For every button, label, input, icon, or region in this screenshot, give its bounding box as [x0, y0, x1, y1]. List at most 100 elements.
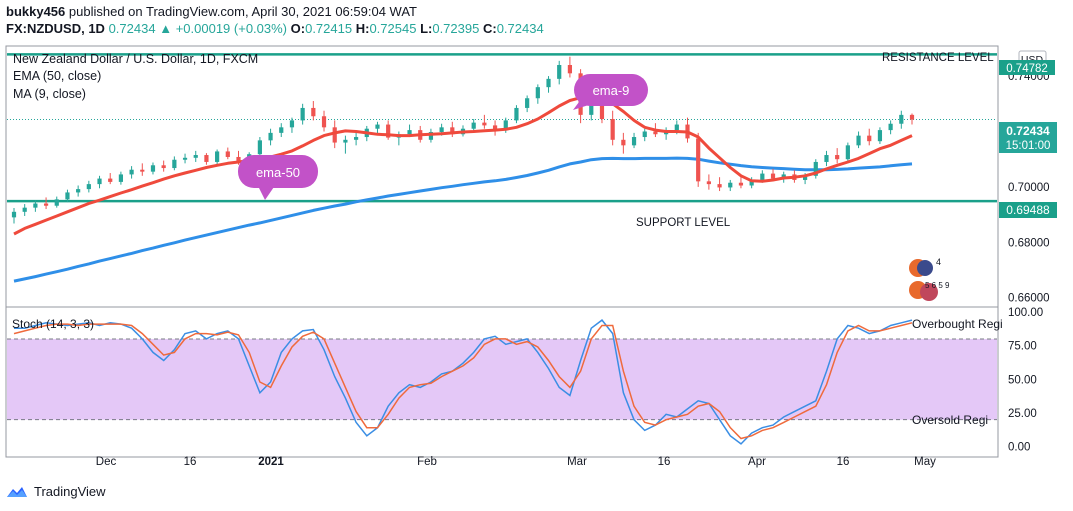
candle-body — [118, 174, 124, 182]
candle — [65, 189, 70, 203]
candle-body — [182, 157, 188, 160]
candle-body — [86, 184, 91, 190]
ma-legend[interactable]: MA (9, close) — [13, 87, 86, 101]
candle-body — [108, 178, 113, 182]
candle-body — [482, 122, 487, 126]
candle — [696, 132, 701, 187]
candle — [321, 110, 327, 132]
candle-body — [706, 181, 711, 185]
candle-body — [257, 140, 262, 155]
close-value: 0.72434 — [496, 21, 544, 36]
candle — [76, 185, 81, 197]
candle — [182, 153, 188, 164]
candle-body — [439, 127, 444, 133]
stoch-tick-label: 75.00 — [1008, 341, 1037, 353]
tradingview-logo[interactable]: TradingView — [6, 484, 106, 499]
tradingview-logo-icon — [7, 486, 27, 497]
candle-body — [407, 130, 412, 135]
candle-body — [557, 65, 562, 79]
candle-body — [514, 107, 519, 121]
ohlc-line: FX:NZDUSD, 1D 0.72434 ▲ +0.00019 (+0.03%… — [6, 21, 544, 36]
candle-body — [129, 169, 134, 175]
chart-title: New Zealand Dollar / U.S. Dollar, 1D, FX… — [13, 52, 258, 66]
resistance-label: RESISTANCE LEVEL — [882, 52, 994, 64]
stoch-d-line — [13, 322, 913, 440]
candle-body — [428, 132, 434, 140]
time-tick-label: 2021 — [258, 456, 284, 468]
stoch-tick-label: 100.00 — [1008, 307, 1043, 319]
candle — [856, 131, 861, 149]
candle-body — [824, 155, 829, 162]
stoch-title[interactable]: Stoch (14, 3, 3) — [12, 317, 94, 331]
candle-body — [674, 124, 679, 131]
candle — [567, 56, 573, 78]
time-tick-label: 16 — [184, 456, 197, 468]
ema9-bubble: ema-9 — [573, 74, 648, 110]
candle-body — [204, 155, 209, 162]
candle — [86, 180, 91, 193]
author[interactable]: bukky456 — [6, 4, 66, 19]
candle-body — [856, 135, 861, 146]
candle — [118, 171, 124, 185]
ema50-layer — [13, 156, 913, 283]
candle — [610, 110, 615, 146]
candle — [311, 101, 316, 121]
candle-body — [899, 114, 904, 124]
candle-body — [567, 65, 573, 74]
price-tick-label: 0.70000 — [1008, 182, 1050, 194]
price-tick-label: 0.68000 — [1008, 237, 1050, 249]
flag-count: 4 — [936, 257, 941, 267]
close-label: C: — [482, 21, 497, 36]
candle — [525, 95, 530, 113]
candle-body — [343, 139, 348, 143]
stoch-tick-label: 25.00 — [1008, 408, 1037, 420]
candle — [664, 127, 669, 140]
change: +0.00019 (+0.03%) — [175, 21, 288, 36]
candle-body — [215, 151, 220, 162]
candle-body — [696, 138, 701, 182]
candle — [557, 60, 562, 85]
candle — [631, 132, 637, 149]
candle-body — [54, 199, 59, 206]
time-axis[interactable]: Dec 16 2021 Feb Mar 16 Apr 16 May — [96, 456, 936, 468]
ma9-line — [13, 94, 913, 236]
stoch-axis[interactable]: 100.00 75.00 50.00 25.00 0.00 — [1008, 307, 1043, 454]
candle-body — [589, 105, 594, 115]
candle — [899, 110, 904, 129]
ema50-bubble-text: ema-50 — [256, 165, 300, 180]
candle-body — [631, 137, 637, 146]
ema50-bubble-tail — [256, 182, 276, 200]
candle-body — [535, 87, 540, 99]
candle — [22, 204, 27, 216]
open-label: O: — [290, 21, 306, 36]
ma9-layer — [13, 94, 913, 236]
low-value: 0.72395 — [432, 21, 480, 36]
candle-body — [150, 165, 156, 172]
last-price-tag: 0.72434 15:01:00 — [999, 122, 1057, 153]
event-flags[interactable]: 4 5 6 5 9 — [909, 257, 950, 301]
candles-layer — [11, 56, 915, 224]
resistance-tag-bg — [999, 60, 1055, 75]
candle-body — [728, 182, 733, 188]
flag-icon[interactable] — [920, 283, 938, 301]
support-tag-text: 0.69488 — [1006, 203, 1050, 217]
brand-text: TradingView — [34, 484, 106, 499]
candle — [161, 160, 166, 172]
candle — [909, 113, 915, 125]
ema9-bubble-text: ema-9 — [593, 83, 630, 98]
candle-body — [268, 132, 273, 141]
candle-body — [172, 159, 177, 169]
flag-icon[interactable] — [917, 260, 933, 276]
stoch-tick-label: 0.00 — [1008, 442, 1030, 454]
low-label: L: — [420, 21, 433, 36]
support-label: SUPPORT LEVEL — [636, 217, 731, 229]
candle — [738, 175, 744, 189]
candle — [268, 128, 273, 146]
ema-legend[interactable]: EMA (50, close) — [13, 69, 101, 83]
stoch-k-line — [14, 319, 913, 445]
candle — [492, 120, 498, 136]
candle-body — [97, 178, 102, 185]
stoch-band-layer — [7, 338, 997, 421]
